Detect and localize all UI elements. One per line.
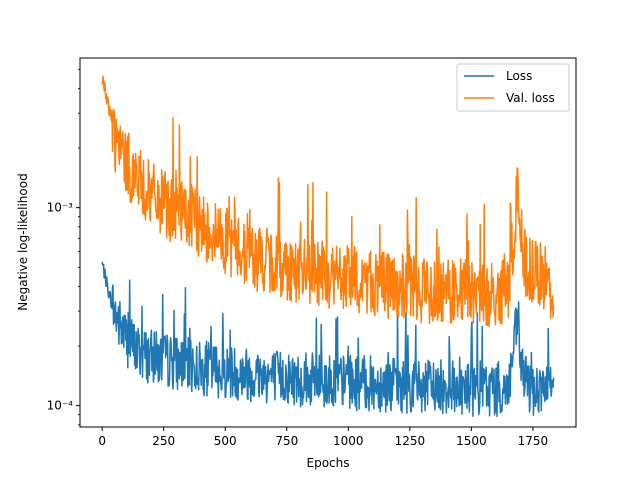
y-axis-label: Negative log-likelihood	[16, 173, 30, 310]
legend-label-val-loss: Val. loss	[506, 91, 555, 105]
x-tick-label: 1500	[456, 434, 487, 448]
series-line-loss	[101, 261, 555, 418]
y-tick-label: 10⁻³	[47, 201, 74, 215]
y-axis-ticks: 10⁻⁴ 10⁻³	[47, 68, 80, 426]
legend: Loss Val. loss	[456, 63, 570, 112]
x-axis-label: Epochs	[307, 456, 350, 470]
x-tick-label: 250	[152, 434, 175, 448]
series-line-val-loss	[101, 75, 555, 328]
x-tick-label: 500	[214, 434, 237, 448]
x-tick-label: 1000	[333, 434, 364, 448]
x-tick-label: 1250	[395, 434, 426, 448]
plot-frame	[79, 57, 577, 428]
x-tick-label: 1750	[518, 434, 549, 448]
y-tick-label: 10⁻⁴	[47, 399, 74, 413]
x-axis-ticks: 0 250 500 750 1000 1250 1500 1750	[98, 427, 548, 448]
legend-label-loss: Loss	[506, 69, 532, 83]
series-layer	[101, 75, 555, 418]
x-tick-label: 750	[275, 434, 298, 448]
x-tick-label: 0	[98, 434, 106, 448]
